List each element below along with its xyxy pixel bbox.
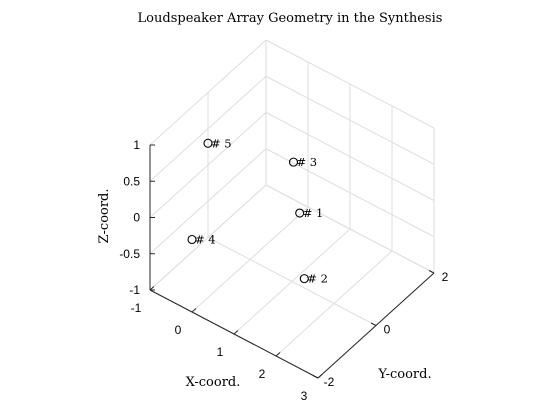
point-label: # 5 xyxy=(211,136,232,150)
point-label: # 1 xyxy=(303,206,324,220)
y-axis-label: Y-coord. xyxy=(377,367,431,382)
x-tick-label: 3 xyxy=(301,389,308,403)
y-tick-mark xyxy=(313,376,318,379)
grid-layer xyxy=(150,40,434,378)
x-tick-label: 2 xyxy=(259,367,266,381)
z-tick-label: -0.5 xyxy=(119,247,140,261)
z-tick-label: 0 xyxy=(133,211,140,225)
x-tick-label: -1 xyxy=(131,301,142,315)
tick-labels: -1 0 1 2 3 -2 0 2 -1 -0.5 0 0.5 1 xyxy=(119,138,448,403)
axis-layer xyxy=(150,145,434,378)
y-tick-label: 0 xyxy=(384,323,391,337)
x-axis-label: X-coord. xyxy=(186,375,241,390)
point-label: # 3 xyxy=(297,155,318,169)
y-tick-mark xyxy=(429,271,434,274)
y-tick-label: 2 xyxy=(442,270,449,284)
x-tick-mark xyxy=(192,309,196,313)
x-tick-mark xyxy=(150,287,154,291)
x-tick-mark xyxy=(318,375,322,379)
z-tick-label: 1 xyxy=(133,138,140,152)
x-tick-mark xyxy=(234,331,238,335)
z-tick-label: -1 xyxy=(129,283,140,297)
y-tick-label: -2 xyxy=(324,375,335,389)
grid-line xyxy=(208,238,376,326)
x-tick-label: 0 xyxy=(175,323,182,337)
y-tick-mark xyxy=(371,323,376,326)
x-tick-mark xyxy=(276,353,280,357)
z-tick-label: 0.5 xyxy=(123,174,140,188)
chart-title: Loudspeaker Array Geometry in the Synthe… xyxy=(138,11,443,26)
x-tick-label: 1 xyxy=(217,345,224,359)
point-label: # 2 xyxy=(307,272,328,286)
z-axis-label: Z-coord. xyxy=(97,188,112,243)
point-label: # 4 xyxy=(195,233,216,247)
